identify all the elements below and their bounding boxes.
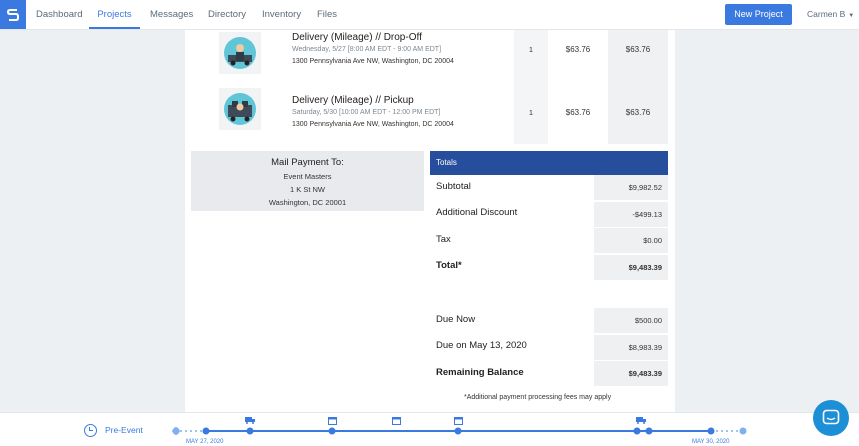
tax-value: $0.00 bbox=[594, 228, 668, 253]
line-item-row: Delivery (Mileage) // Pickup Saturday, 5… bbox=[185, 82, 675, 145]
calendar-icon[interactable] bbox=[328, 416, 337, 425]
remaining-balance-label: Remaining Balance bbox=[436, 367, 524, 378]
truck-icon[interactable] bbox=[636, 416, 647, 424]
chat-icon bbox=[822, 409, 840, 425]
remaining-balance-value: $9,483.39 bbox=[594, 361, 668, 386]
due-now-label: Due Now bbox=[436, 314, 476, 325]
total-value: $9,483.39 bbox=[594, 255, 668, 280]
app-logo[interactable] bbox=[0, 0, 26, 29]
line-item-address: 1300 Pennsylvania Ave NW, Washington, DC… bbox=[292, 121, 454, 128]
event-timeline-bar: Pre-Event MAY 27, 2020 MAY 30, 2020 bbox=[0, 412, 859, 446]
line-item-title: Delivery (Mileage) // Pickup bbox=[292, 95, 414, 106]
tax-label: Tax bbox=[436, 234, 451, 245]
line-item-address: 1300 Pennsylvania Ave NW, Washington, DC… bbox=[292, 58, 454, 65]
nav-files[interactable]: Files bbox=[317, 9, 338, 20]
clock-icon bbox=[84, 424, 97, 437]
delivery-person-icon bbox=[228, 44, 252, 66]
discount-label: Additional Discount bbox=[436, 207, 518, 218]
line-item-total: $63.76 bbox=[608, 30, 668, 82]
invoice-sheet: Delivery (Mileage) // Drop-Off Wednesday… bbox=[185, 30, 675, 412]
nav-directory[interactable]: Directory bbox=[208, 9, 247, 20]
new-project-button[interactable]: New Project bbox=[725, 4, 792, 25]
nav-projects[interactable]: Projects bbox=[89, 0, 140, 29]
calendar-icon[interactable] bbox=[392, 416, 401, 425]
processing-fee-note: *Additional payment processing fees may … bbox=[464, 394, 612, 401]
mail-payment-box: Mail Payment To: Event Masters 1 K St NW… bbox=[191, 151, 424, 211]
delivery-truck-icon bbox=[228, 101, 252, 122]
chat-button[interactable] bbox=[813, 400, 849, 436]
truck-icon[interactable] bbox=[245, 416, 256, 424]
top-navigation-bar: Dashboard Projects Messages Directory In… bbox=[0, 0, 859, 30]
discount-value: -$499.13 bbox=[594, 202, 668, 227]
mail-payment-city: Washington, DC 20001 bbox=[268, 198, 347, 207]
delivery-truck-avatar bbox=[219, 32, 261, 74]
due-date-label: Due on May 13, 2020 bbox=[436, 340, 527, 351]
calendar-icon[interactable] bbox=[454, 416, 463, 425]
chevron-down-icon: ▼ bbox=[848, 13, 855, 19]
timeline-end-date: MAY 30, 2020 bbox=[692, 439, 730, 445]
mail-payment-company: Event Masters bbox=[283, 172, 332, 181]
user-name: Carmen B bbox=[807, 9, 846, 19]
line-item-row: Delivery (Mileage) // Drop-Off Wednesday… bbox=[185, 30, 675, 90]
timeline-start-date: MAY 27, 2020 bbox=[186, 439, 224, 445]
nav-messages[interactable]: Messages bbox=[150, 9, 194, 20]
due-date-value: $8,983.39 bbox=[594, 335, 668, 360]
line-item-schedule: Wednesday, 5/27 [8:00 AM EDT - 9:00 AM E… bbox=[292, 46, 442, 53]
timeline-track bbox=[172, 427, 747, 435]
line-item-quantity: 1 bbox=[514, 30, 548, 82]
nav-dashboard[interactable]: Dashboard bbox=[36, 9, 83, 20]
totals-header: Totals bbox=[430, 151, 668, 175]
due-now-value: $500.00 bbox=[594, 308, 668, 333]
mail-payment-street: 1 K St NW bbox=[289, 185, 325, 194]
line-item-quantity: 1 bbox=[514, 82, 548, 144]
delivery-truck-avatar bbox=[219, 88, 261, 130]
subtotal-value: $9,982.52 bbox=[594, 175, 668, 200]
mail-payment-title: Mail Payment To: bbox=[271, 157, 344, 168]
line-item-price: $63.76 bbox=[565, 45, 591, 54]
line-item-title: Delivery (Mileage) // Drop-Off bbox=[292, 32, 422, 43]
phase-label[interactable]: Pre-Event bbox=[105, 425, 143, 435]
subtotal-label: Subtotal bbox=[436, 181, 471, 192]
total-label: Total* bbox=[436, 260, 462, 271]
line-item-total: $63.76 bbox=[608, 82, 668, 144]
line-item-price: $63.76 bbox=[565, 108, 591, 117]
nav-inventory[interactable]: Inventory bbox=[262, 9, 302, 20]
logo-icon bbox=[6, 8, 19, 21]
line-item-schedule: Saturday, 5/30 [10:00 AM EDT - 12:00 PM … bbox=[292, 109, 441, 116]
user-menu[interactable]: Carmen B ▼ bbox=[807, 0, 854, 29]
